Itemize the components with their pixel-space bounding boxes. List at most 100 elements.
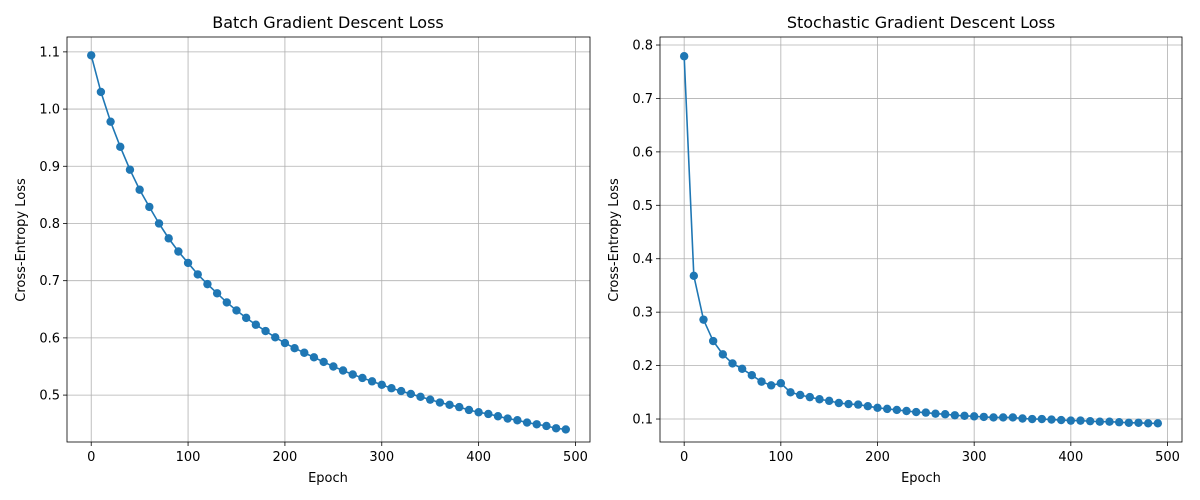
left-chart-data-point bbox=[348, 370, 357, 379]
right-chart-x-tick-label: 300 bbox=[962, 450, 987, 465]
left-chart-data-point bbox=[522, 418, 532, 427]
left-chart-data-point bbox=[174, 247, 183, 256]
left-chart-data-point bbox=[387, 384, 396, 393]
right-chart-data-point bbox=[689, 271, 699, 281]
right-chart-data-point bbox=[679, 52, 689, 61]
right-chart-data-point bbox=[1085, 416, 1095, 426]
left-chart-data-point bbox=[561, 425, 570, 434]
left-chart: Batch Gradient Descent Loss Epoch Cross-… bbox=[14, 13, 591, 486]
left-chart-y-tick-label: 1.1 bbox=[39, 45, 60, 60]
left-chart-data-point bbox=[425, 395, 435, 404]
left-chart-axes-frame bbox=[66, 36, 591, 443]
right-chart-axes-frame bbox=[659, 36, 1183, 443]
left-chart-data-point bbox=[154, 219, 164, 228]
left-chart-data-point bbox=[280, 338, 290, 348]
right-chart-data-point bbox=[1008, 413, 1018, 422]
left-chart-x-tick-label: 400 bbox=[466, 450, 491, 465]
right-chart-data-point bbox=[795, 390, 805, 400]
right-chart-data-point bbox=[1056, 415, 1066, 425]
right-chart-data-point bbox=[805, 392, 815, 402]
right-chart-data-point bbox=[969, 412, 979, 421]
right-chart-data-point bbox=[834, 398, 844, 408]
right-chart-data-point bbox=[902, 406, 911, 416]
right-chart-data-point bbox=[1153, 419, 1163, 428]
right-chart-y-tick-label: 0.7 bbox=[632, 92, 653, 107]
left-chart-data-point bbox=[377, 380, 386, 389]
left-chart-data-point bbox=[493, 412, 503, 421]
right-chart-data-point bbox=[1143, 419, 1153, 428]
left-chart-title: Batch Gradient Descent Loss bbox=[212, 13, 444, 32]
left-chart-y-tick-label: 0.5 bbox=[39, 389, 60, 404]
left-chart-data-point bbox=[551, 424, 561, 433]
left-chart-data-point bbox=[319, 357, 328, 367]
right-chart-data-point bbox=[844, 399, 853, 409]
left-chart-data-point bbox=[542, 421, 551, 431]
right-chart-data-point bbox=[1076, 416, 1085, 425]
right-chart-data-point bbox=[699, 315, 708, 324]
left-chart-y-tick-label: 0.6 bbox=[39, 331, 60, 346]
right-chart-data-point bbox=[1037, 414, 1047, 424]
right-chart-data-point bbox=[708, 336, 718, 346]
left-chart-data-point bbox=[358, 373, 367, 383]
right-chart-y-axis-label: Cross-Entropy Loss bbox=[607, 178, 622, 302]
left-chart-data-point bbox=[145, 202, 154, 212]
left-chart-data-point bbox=[87, 51, 96, 60]
left-chart-data-point bbox=[193, 270, 202, 279]
left-chart-grid bbox=[67, 37, 590, 442]
left-chart-x-tick-label: 200 bbox=[273, 450, 298, 465]
right-chart-data-point bbox=[1066, 416, 1076, 425]
left-chart-x-tick-label: 100 bbox=[176, 450, 201, 465]
left-chart-data-point bbox=[106, 117, 115, 126]
left-chart-data-point bbox=[203, 279, 212, 289]
right-chart-x-tick-label: 500 bbox=[1155, 450, 1180, 465]
right-chart-x-tick-label: 100 bbox=[768, 450, 793, 465]
right-chart-data-point bbox=[882, 404, 892, 414]
right-chart-data-point bbox=[911, 407, 921, 417]
right-chart-data-point bbox=[931, 409, 940, 418]
left-chart-data-point bbox=[416, 392, 425, 402]
right-chart-data-point bbox=[989, 413, 998, 422]
right-chart-title: Stochastic Gradient Descent Loss bbox=[787, 13, 1055, 32]
right-chart-data-point bbox=[786, 388, 795, 397]
left-chart-y-tick-label: 0.8 bbox=[39, 217, 60, 232]
left-chart-data-point bbox=[338, 366, 348, 375]
left-chart-data-point bbox=[271, 333, 280, 342]
left-chart-data-point bbox=[455, 402, 464, 412]
right-chart-y-tick-label: 0.5 bbox=[632, 199, 653, 214]
left-chart-series-markers bbox=[87, 51, 570, 434]
right-chart-data-point bbox=[853, 400, 863, 409]
right-chart-y-tick-label: 0.3 bbox=[632, 306, 653, 321]
left-chart-data-point bbox=[435, 398, 445, 407]
left-chart-data-point bbox=[367, 377, 377, 386]
left-chart-data-point bbox=[474, 408, 483, 417]
right-chart-data-point bbox=[979, 412, 989, 422]
right-chart-data-point bbox=[815, 395, 824, 404]
right-chart-data-point bbox=[1095, 417, 1105, 426]
right-chart-data-point bbox=[728, 359, 737, 368]
left-chart-data-point bbox=[503, 414, 512, 423]
left-chart-data-point bbox=[116, 142, 125, 152]
right-chart-data-point bbox=[950, 411, 960, 420]
left-chart-data-point bbox=[445, 400, 454, 410]
left-chart-x-tick-label: 500 bbox=[563, 450, 588, 465]
right-chart-data-point bbox=[757, 377, 766, 386]
right-chart-data-point bbox=[873, 403, 882, 412]
left-chart-data-point bbox=[396, 386, 406, 396]
right-chart-data-point bbox=[921, 408, 931, 417]
right-chart-data-point bbox=[940, 410, 950, 419]
left-chart-x-tick-label: 300 bbox=[369, 450, 394, 465]
right-chart-data-point bbox=[1047, 415, 1056, 424]
left-chart-data-point bbox=[406, 389, 416, 399]
right-chart-data-point bbox=[892, 405, 902, 415]
left-chart-x-tick-label: 0 bbox=[87, 450, 95, 465]
right-chart-data-point bbox=[1018, 414, 1027, 423]
right-chart-y-tick-label: 0.2 bbox=[632, 359, 653, 374]
right-chart-x-tick-label: 400 bbox=[1058, 450, 1083, 465]
right-chart-data-point bbox=[863, 402, 873, 411]
left-chart-data-point bbox=[261, 326, 270, 336]
right-chart-y-tick-label: 0.1 bbox=[632, 413, 653, 428]
right-chart-data-point bbox=[960, 411, 969, 421]
left-chart-y-tick-label: 0.7 bbox=[39, 274, 60, 289]
left-chart-data-point bbox=[484, 409, 493, 419]
